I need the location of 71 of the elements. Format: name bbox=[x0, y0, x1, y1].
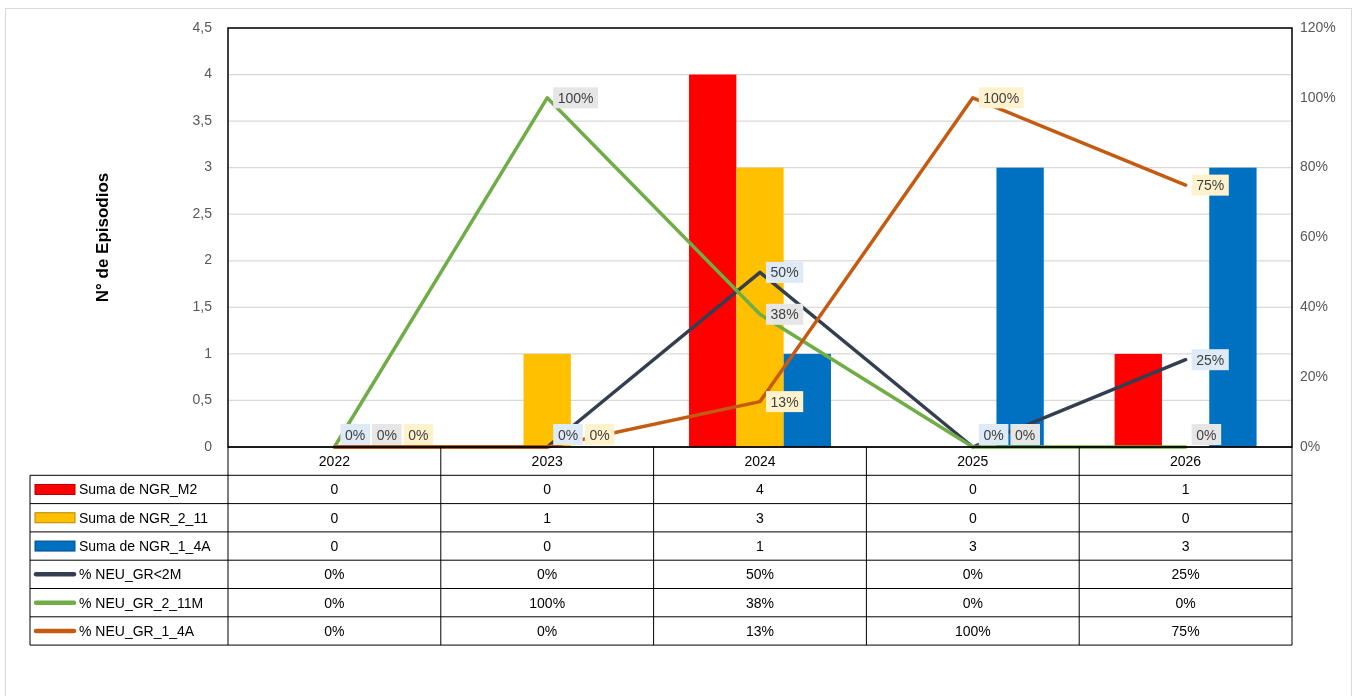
x-tick-label: 2026 bbox=[1170, 453, 1202, 470]
text: 0% bbox=[1015, 426, 1036, 443]
y-tick-label: 3 bbox=[204, 158, 213, 175]
x-tick-label: 2023 bbox=[531, 453, 563, 470]
text: 100% bbox=[557, 89, 594, 106]
y-tick-label: 4 bbox=[204, 65, 213, 82]
data-label: 3 bbox=[968, 538, 977, 555]
y2-tick-label: 0% bbox=[1300, 437, 1321, 454]
y-tick-label: 2 bbox=[204, 251, 213, 268]
data-label: 0% bbox=[962, 566, 983, 583]
data-label: 75% bbox=[1171, 622, 1200, 639]
data-label: 0 bbox=[1181, 509, 1190, 526]
data-label: 25% bbox=[1171, 566, 1200, 583]
data-label: 0 bbox=[968, 481, 977, 498]
legend-label: Suma de NGR_1_4A bbox=[79, 538, 212, 555]
x-tick-label: 2022 bbox=[318, 453, 351, 470]
legend-label: % NEU_GR<2M bbox=[79, 566, 182, 583]
y-tick-label: 4,5 bbox=[192, 18, 213, 35]
text: 0% bbox=[557, 426, 579, 443]
y2-tick-label: 60% bbox=[1300, 228, 1329, 245]
data-label: 4 bbox=[756, 481, 765, 498]
y-tick-label: 1,5 bbox=[192, 298, 213, 315]
x-tick-label: 2025 bbox=[957, 453, 989, 470]
y2-tick-label: 120% bbox=[1300, 18, 1336, 35]
data-label: 0 bbox=[330, 538, 339, 555]
y2-tick-label: 100% bbox=[1300, 88, 1336, 105]
data-label: 3 bbox=[756, 509, 765, 526]
y-tick-label: 3,5 bbox=[192, 111, 213, 128]
text: 0% bbox=[589, 426, 610, 443]
data-label: 0% bbox=[324, 594, 345, 611]
data-label: 0 bbox=[968, 509, 977, 526]
legend-label: Suma de NGR_M2 bbox=[79, 481, 198, 498]
data-label: 100% bbox=[529, 594, 566, 611]
data-label: 13% bbox=[745, 622, 775, 639]
y2-tick-label: 80% bbox=[1300, 158, 1329, 175]
bar bbox=[1114, 353, 1162, 447]
data-label: 0% bbox=[1175, 594, 1196, 611]
data-label: 1 bbox=[1181, 481, 1190, 498]
data-label: 0% bbox=[537, 622, 558, 639]
text: 0% bbox=[408, 426, 429, 443]
y2-tick-label: 40% bbox=[1300, 298, 1329, 315]
text: 100% bbox=[983, 89, 1020, 106]
data-label: 38% bbox=[745, 594, 775, 611]
data-label: 50% bbox=[745, 566, 775, 583]
data-label: 1 bbox=[543, 509, 552, 526]
y-tick-label: 2,5 bbox=[192, 204, 213, 221]
data-label: 0 bbox=[330, 509, 339, 526]
y-axis-title: N° de Episodios bbox=[93, 172, 113, 303]
data-label: 0% bbox=[324, 622, 345, 639]
bar bbox=[689, 74, 737, 447]
data-label: 1 bbox=[756, 538, 765, 555]
data-label: 100% bbox=[954, 622, 991, 639]
data-label: 3 bbox=[1181, 538, 1190, 555]
text: 0% bbox=[345, 426, 366, 443]
data-label: 0 bbox=[330, 481, 339, 498]
y-tick-label: 0,5 bbox=[192, 391, 213, 408]
text: 0% bbox=[983, 426, 1004, 443]
data-label: 0 bbox=[543, 538, 552, 555]
text: 0% bbox=[1196, 426, 1217, 443]
data-label: 0% bbox=[537, 566, 558, 583]
y-tick-label: 1 bbox=[204, 344, 213, 361]
legend-label: Suma de NGR_2_11 bbox=[79, 509, 209, 526]
data-label: 0% bbox=[324, 566, 345, 583]
legend-label: % NEU_GR_2_11M bbox=[79, 594, 204, 611]
data-label: 0% bbox=[962, 594, 983, 611]
y-tick-label: 0 bbox=[204, 437, 213, 454]
legend-label: % NEU_GR_1_4A bbox=[79, 622, 195, 639]
text: 0% bbox=[376, 426, 397, 443]
data-label: 0 bbox=[543, 481, 552, 498]
y2-tick-label: 20% bbox=[1300, 367, 1329, 384]
x-tick-label: 2024 bbox=[744, 453, 776, 470]
